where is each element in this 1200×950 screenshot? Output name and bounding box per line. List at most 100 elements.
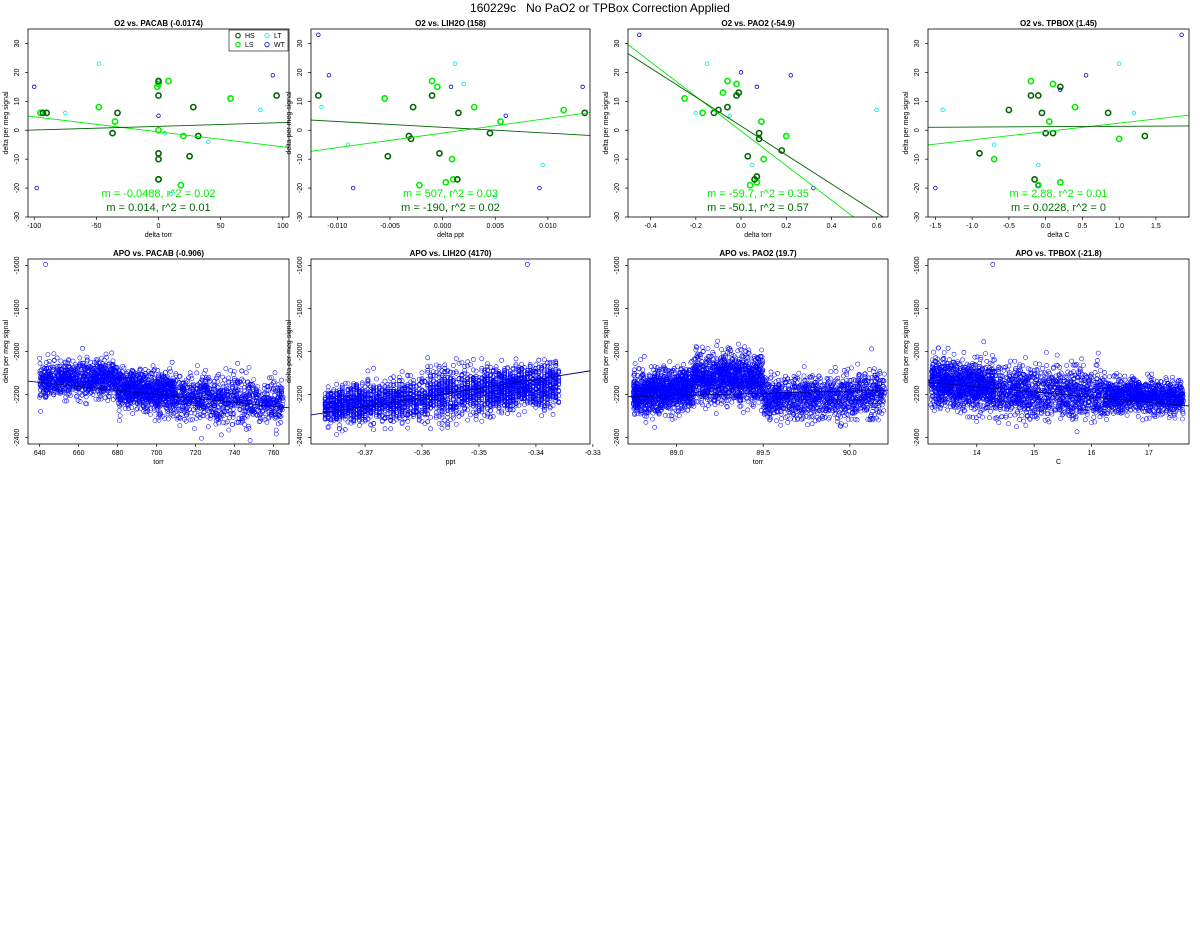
apo-point [279,389,284,395]
apo-point [473,413,479,419]
point-hs [453,175,461,183]
apo-point [394,414,399,420]
point-ls [1071,103,1079,111]
apo-point [226,427,232,433]
apo-point [399,396,405,402]
apo-point [473,409,479,415]
apo-point [470,390,476,396]
apo-point [233,403,239,409]
apo-point [143,383,149,389]
apo-point [388,396,394,402]
apo-point [439,390,445,396]
panel-2: O2 vs. LIH2O (158)-0.010 -0.005 0.000 0.005… [286,19,591,239]
apo-point [121,385,126,391]
apo-point [209,389,215,395]
legend-marker-lt [264,32,270,39]
apo-point [362,408,368,414]
apo-point [153,401,158,407]
apo-point [37,394,43,400]
apo-point [482,377,488,382]
apo-point [38,409,43,414]
apo-point [240,408,246,413]
apo-point [445,414,451,420]
point-ls [179,132,187,140]
apo-point [225,404,230,410]
apo-point [459,410,465,416]
apo-point [433,370,439,375]
apo-point [428,396,433,402]
y-tick-label: -2400 [14,428,21,446]
apo-point [148,396,154,402]
apo-point [98,389,103,394]
apo-point [205,403,210,409]
apo-point [331,416,337,421]
plot-area [28,261,289,443]
apo-point [192,426,197,432]
apo-point [276,394,282,400]
apo-point [37,355,43,361]
apo-point [125,377,130,382]
x-axis-label: delta C [1047,232,1069,239]
apo-point [351,402,357,407]
apo-point [479,380,485,386]
apo-point [43,395,48,401]
apo-point [83,394,89,400]
apo-point [231,372,236,377]
apo-point [208,405,214,411]
apo-point [190,381,196,387]
apo-point [99,385,105,390]
apo-point [485,377,490,383]
apo-point [43,261,48,267]
apo-point [50,364,56,370]
point-wt [448,84,454,90]
apo-point [181,408,187,414]
apo-point [325,397,331,402]
apo-point [208,413,213,419]
point-ls [497,118,504,125]
apo-point [250,411,255,417]
apo-point [482,368,488,374]
apo-point [81,365,87,371]
y-tick-label: -20 [297,183,304,193]
apo-point [413,390,419,396]
apo-point [402,405,408,410]
apo-point [482,402,488,408]
apo-point [150,386,156,392]
apo-point [445,375,451,380]
apo-point [159,387,164,393]
apo-point [207,396,212,401]
apo-point [399,382,405,387]
apo-point [439,388,445,394]
apo-point [259,408,265,414]
legend-box [228,29,289,52]
point-wt [1058,87,1063,92]
apo-point [228,368,234,373]
apo-point [328,410,334,416]
apo-point [130,368,135,373]
apo-point [439,368,445,373]
point-hs [753,173,761,180]
apo-point [142,394,148,400]
apo-point [207,391,212,397]
apo-point [345,381,351,386]
x-tick-label: 720 [190,450,202,457]
apo-point [165,408,171,414]
apo-point [163,387,168,393]
apo-point [278,387,284,393]
apo-point [77,364,82,369]
apo-point [422,402,428,408]
apo-point [164,375,170,381]
apo-point [44,366,50,372]
point-wt [1036,182,1041,188]
apo-point [231,411,237,417]
apo-point [117,413,123,419]
apo-point [204,390,210,396]
apo-point [433,385,439,391]
apo-point [359,390,365,396]
apo-point [362,398,368,404]
apo-point [250,382,256,388]
apo-point [396,404,402,410]
apo-point [391,379,396,384]
apo-point [470,409,476,415]
apo-point [144,386,150,391]
